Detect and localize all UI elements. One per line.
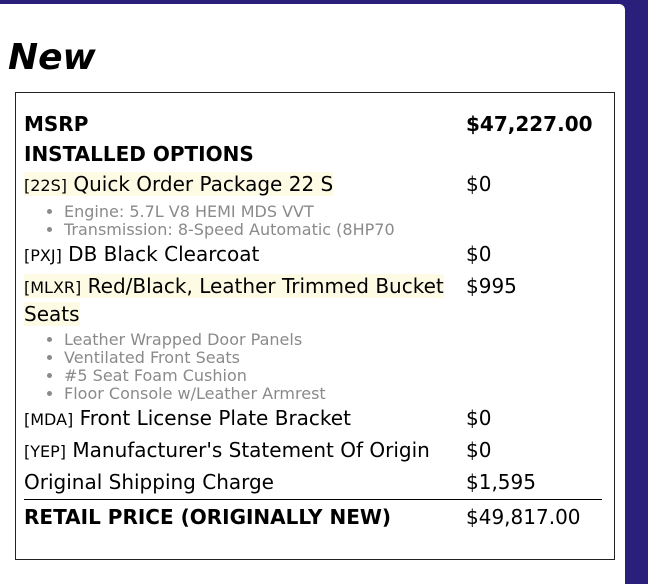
option-row: [22S] Quick Order Package 22 S $0 — [16, 169, 614, 201]
msrp-label: MSRP — [24, 112, 89, 136]
retail-value: $49,817.00 — [466, 505, 581, 529]
option-price: $995 — [466, 274, 517, 298]
option-row: [MLXR] Red/Black, Leather Trimmed Bucket… — [16, 271, 614, 329]
page-title: New — [8, 37, 96, 78]
options-list: [22S] Quick Order Package 22 S $0 Engine: … — [16, 169, 614, 467]
shipping-value: $1,595 — [466, 470, 536, 494]
option-name: Manufacturer's Statement Of Origin — [72, 438, 430, 462]
option-name: Quick Order Package 22 S — [73, 172, 334, 196]
shipping-label: Original Shipping Charge — [24, 470, 274, 494]
retail-label: RETAIL PRICE (ORIGINALLY NEW) — [24, 505, 392, 529]
msrp-row: MSRP $47,227.00 — [16, 109, 614, 139]
option-name: DB Black Clearcoat — [68, 242, 260, 266]
installed-options-heading: INSTALLED OPTIONS — [16, 139, 614, 169]
option-text: [MDA] Front License Plate Bracket — [24, 406, 351, 430]
option-details: Leather Wrapped Door PanelsVentilated Fr… — [16, 331, 614, 403]
option-detail-item: Engine: 5.7L V8 HEMI MDS VVT — [64, 203, 614, 221]
price-breakdown: MSRP $47,227.00 INSTALLED OPTIONS [22S] … — [15, 92, 615, 560]
option-detail-item: Leather Wrapped Door Panels — [64, 331, 614, 349]
installed-options-label: INSTALLED OPTIONS — [24, 142, 254, 166]
option-label: [MLXR] Red/Black, Leather Trimmed Bucket… — [24, 273, 466, 327]
option-detail-item: Transmission: 8-Speed Automatic (8HP70 — [64, 221, 614, 239]
option-label: [MDA] Front License Plate Bracket — [24, 405, 466, 433]
option-text: [MLXR] Red/Black, Leather Trimmed Bucket… — [24, 274, 444, 326]
option-label: [22S] Quick Order Package 22 S — [24, 171, 466, 199]
option-label: [YEP] Manufacturer's Statement Of Origin — [24, 437, 466, 465]
retail-row: RETAIL PRICE (ORIGINALLY NEW) $49,817.00 — [16, 500, 614, 534]
option-name: Front License Plate Bracket — [79, 406, 351, 430]
shipping-row: Original Shipping Charge $1,595 — [16, 467, 614, 497]
option-code: [YEP] — [24, 442, 67, 461]
option-name: Red/Black, Leather Trimmed Bucket Seats — [24, 274, 444, 326]
option-code: [MLXR] — [24, 278, 82, 297]
option-detail-item: Ventilated Front Seats — [64, 349, 614, 367]
option-text: [YEP] Manufacturer's Statement Of Origin — [24, 438, 430, 462]
msrp-value: $47,227.00 — [466, 112, 593, 136]
option-details: Engine: 5.7L V8 HEMI MDS VVTTransmission… — [16, 203, 614, 239]
option-code: [PXJ] — [24, 246, 62, 265]
option-price: $0 — [466, 406, 492, 430]
divider — [24, 499, 602, 500]
option-price: $0 — [466, 242, 492, 266]
sticker-card: New MSRP $47,227.00 INSTALLED OPTIONS [2… — [0, 4, 625, 584]
option-text: [22S] Quick Order Package 22 S — [24, 172, 334, 196]
option-detail-item: Floor Console w/Leather Armrest — [64, 385, 614, 403]
option-code: [22S] — [24, 176, 67, 195]
option-detail-item: #5 Seat Foam Cushion — [64, 367, 614, 385]
option-row: [YEP] Manufacturer's Statement Of Origin… — [16, 435, 614, 467]
option-row: [PXJ] DB Black Clearcoat $0 — [16, 239, 614, 271]
option-price: $0 — [466, 172, 492, 196]
option-row: [MDA] Front License Plate Bracket $0 — [16, 403, 614, 435]
option-label: [PXJ] DB Black Clearcoat — [24, 241, 466, 269]
option-price: $0 — [466, 438, 492, 462]
option-code: [MDA] — [24, 410, 74, 429]
option-text: [PXJ] DB Black Clearcoat — [24, 242, 259, 266]
